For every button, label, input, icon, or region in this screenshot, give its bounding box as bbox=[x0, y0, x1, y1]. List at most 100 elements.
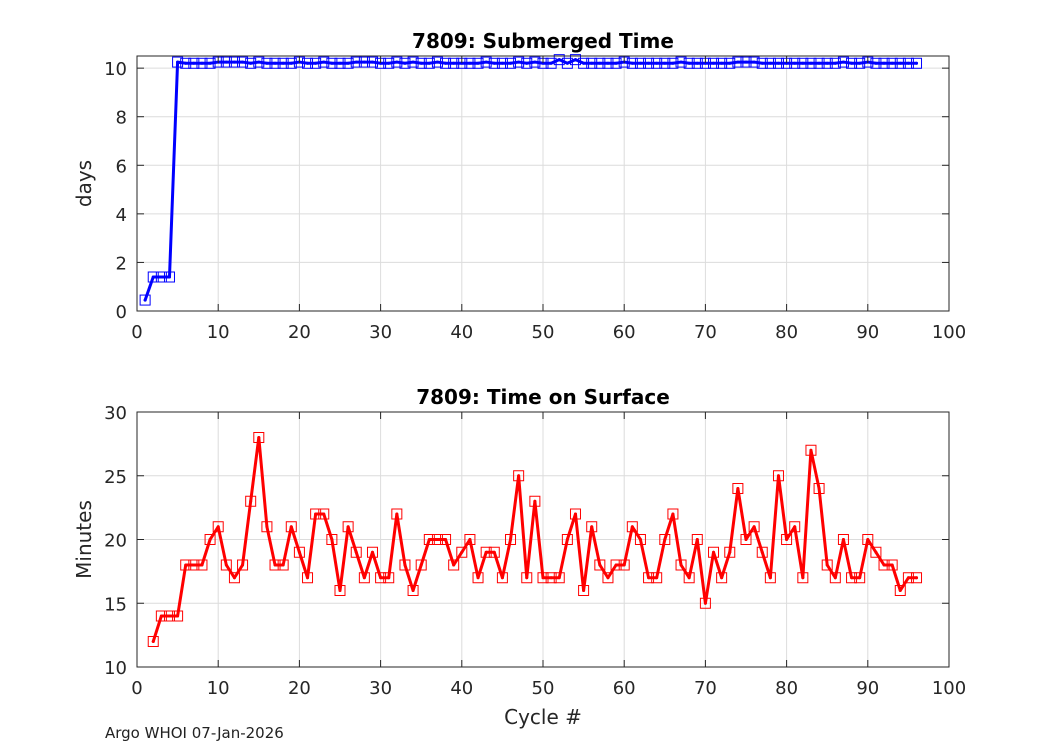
data-point-marker bbox=[529, 56, 541, 68]
y-tick-label: 10 bbox=[104, 59, 127, 80]
data-point-marker bbox=[748, 521, 760, 533]
data-point-marker bbox=[659, 534, 671, 545]
data-point-dot bbox=[427, 538, 431, 541]
data-point-marker bbox=[708, 546, 720, 558]
data-point-dot bbox=[809, 448, 813, 452]
data-point-marker bbox=[854, 57, 866, 69]
x-tick-label: 50 bbox=[532, 322, 555, 343]
data-point-marker bbox=[886, 57, 898, 69]
x-tick-label: 100 bbox=[932, 322, 966, 343]
data-point-dot bbox=[403, 563, 407, 567]
data-point-dot bbox=[509, 61, 513, 65]
data-point-marker bbox=[155, 271, 167, 283]
data-point-dot bbox=[354, 550, 358, 554]
data-point-dot bbox=[232, 60, 236, 64]
data-point-dot bbox=[541, 61, 545, 65]
data-point-marker bbox=[781, 534, 793, 545]
data-point-marker bbox=[870, 57, 882, 69]
data-point-marker bbox=[716, 57, 728, 69]
data-point-dot bbox=[679, 563, 683, 567]
data-point-dot bbox=[362, 60, 366, 64]
data-point-dot bbox=[338, 589, 342, 592]
data-point-dot bbox=[241, 563, 245, 567]
data-point-marker bbox=[488, 57, 500, 69]
data-point-marker bbox=[277, 559, 289, 571]
data-point-dot bbox=[257, 436, 261, 439]
data-point-dot bbox=[647, 576, 651, 580]
x-tick-label: 90 bbox=[856, 678, 879, 699]
x-tick-label: 40 bbox=[450, 678, 473, 699]
data-point-dot bbox=[297, 550, 301, 554]
data-point-dot bbox=[395, 60, 399, 64]
data-point-marker bbox=[902, 572, 914, 584]
data-point-dot bbox=[825, 61, 829, 65]
data-point-marker bbox=[334, 585, 346, 596]
data-point-dot bbox=[159, 275, 163, 279]
data-point-marker bbox=[350, 56, 362, 68]
data-point-dot bbox=[411, 589, 415, 592]
footer-credit: Argo WHOI 07-Jan-2026 bbox=[105, 724, 284, 742]
data-point-marker bbox=[261, 57, 273, 69]
data-point-dot bbox=[858, 576, 862, 580]
data-point-marker bbox=[764, 57, 776, 69]
data-point-dot bbox=[606, 61, 610, 65]
data-point-marker bbox=[204, 534, 216, 545]
data-point-marker bbox=[553, 54, 565, 66]
data-point-marker bbox=[358, 572, 370, 584]
data-point-dot bbox=[874, 61, 878, 65]
data-point-dot bbox=[614, 563, 618, 567]
data-point-dot bbox=[289, 525, 293, 529]
data-point-dot bbox=[793, 61, 797, 65]
data-point-marker bbox=[813, 483, 825, 494]
x-tick-label: 60 bbox=[613, 678, 636, 699]
data-point-dot bbox=[549, 61, 553, 65]
data-point-dot bbox=[452, 61, 456, 65]
x-tick-label: 80 bbox=[775, 678, 798, 699]
data-point-marker bbox=[586, 521, 598, 533]
data-point-marker bbox=[366, 56, 378, 68]
data-point-marker bbox=[383, 57, 395, 69]
data-point-dot bbox=[760, 550, 764, 554]
data-point-marker bbox=[212, 521, 224, 533]
data-point-marker bbox=[724, 57, 736, 69]
data-point-dot bbox=[143, 298, 147, 302]
data-point-dot bbox=[500, 61, 504, 65]
data-point-marker bbox=[626, 521, 638, 533]
data-point-dot bbox=[744, 60, 748, 64]
data-point-marker bbox=[147, 271, 159, 283]
y-tick-label: 4 bbox=[116, 205, 127, 226]
data-point-marker bbox=[594, 559, 606, 571]
y-tick-label: 2 bbox=[116, 253, 127, 274]
data-point-dot bbox=[403, 61, 407, 65]
data-point-dot bbox=[663, 61, 667, 65]
x-tick-label: 0 bbox=[131, 678, 142, 699]
data-point-dot bbox=[306, 576, 310, 580]
data-point-dot bbox=[638, 61, 642, 65]
data-point-dot bbox=[809, 61, 813, 65]
data-point-dot bbox=[476, 61, 480, 65]
data-point-marker bbox=[789, 57, 801, 69]
data-point-marker bbox=[172, 56, 184, 68]
data-point-dot bbox=[330, 538, 334, 541]
data-point-dot bbox=[379, 61, 383, 65]
data-point-dot bbox=[752, 525, 756, 529]
data-point-marker bbox=[651, 572, 663, 584]
data-point-dot bbox=[330, 61, 334, 65]
data-point-dot bbox=[208, 61, 212, 65]
data-point-marker bbox=[505, 57, 517, 69]
data-point-marker bbox=[764, 572, 776, 584]
data-point-marker bbox=[285, 57, 297, 69]
data-point-dot bbox=[582, 61, 586, 65]
y-tick-label: 6 bbox=[116, 156, 127, 177]
data-point-dot bbox=[590, 61, 594, 65]
data-point-marker bbox=[147, 636, 159, 647]
data-point-marker bbox=[237, 559, 249, 571]
data-point-dot bbox=[736, 60, 740, 64]
data-point-marker bbox=[643, 57, 655, 69]
data-point-marker bbox=[448, 57, 460, 69]
data-point-marker bbox=[634, 534, 646, 545]
data-point-dot bbox=[444, 61, 448, 65]
data-point-marker bbox=[813, 57, 825, 69]
data-point-dot bbox=[322, 512, 326, 516]
